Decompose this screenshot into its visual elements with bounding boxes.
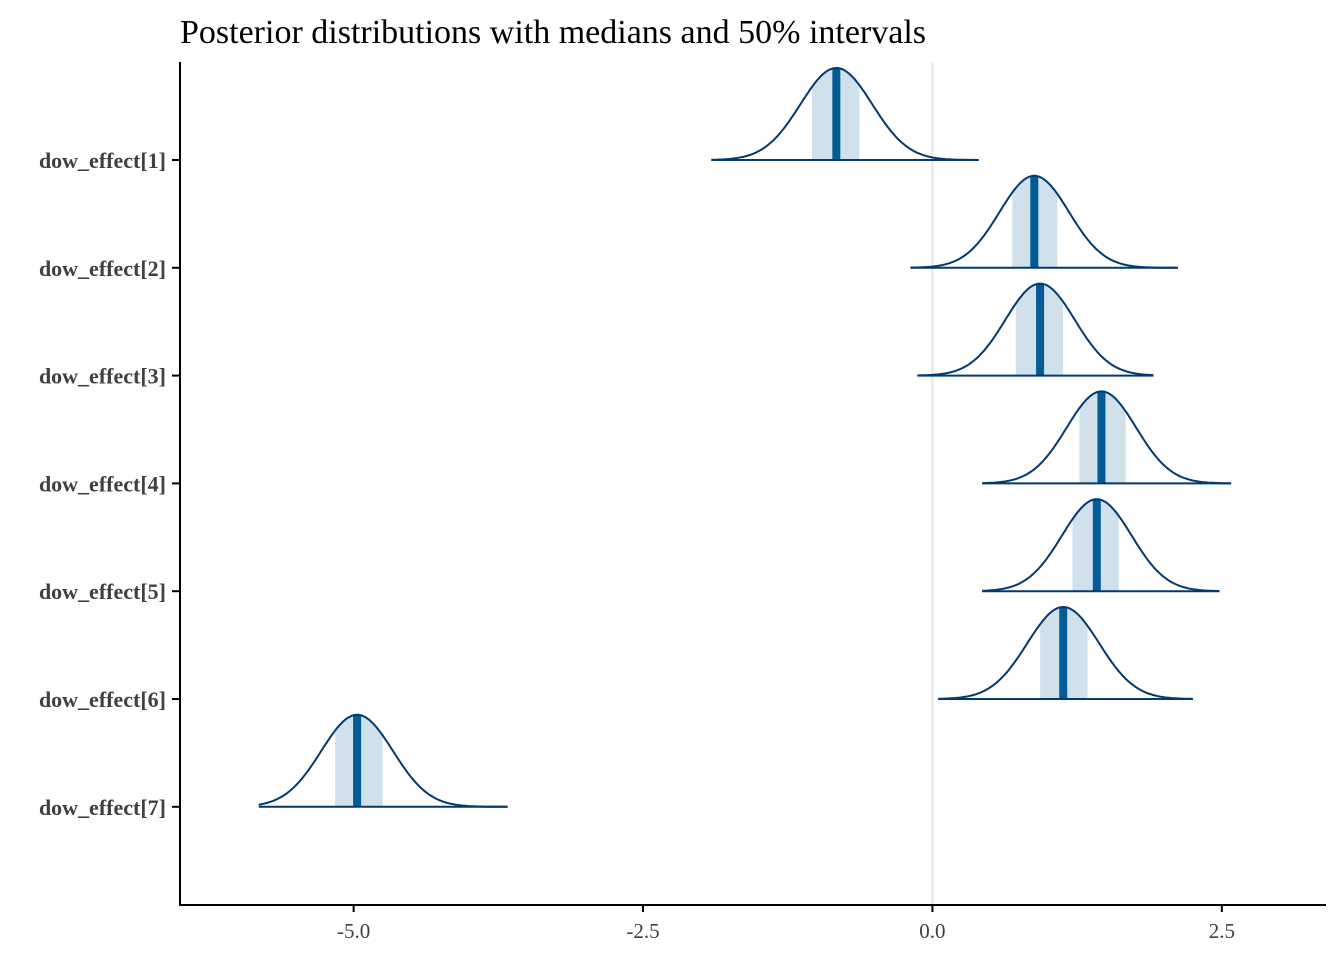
x-tick-label-2: -2.5	[626, 919, 659, 943]
y-tick-label-4: dow_effect[4]	[39, 471, 166, 496]
x-tick-label-3: 0.0	[919, 919, 945, 943]
density-curve-2	[910, 174, 1178, 269]
y-tick-label-2: dow_effect[2]	[39, 256, 166, 281]
plot-area: dow_effect[1] dow_effect[2] dow_effect[3]d…	[39, 62, 1326, 943]
y-tick-label-5: dow_effect[5]	[39, 579, 166, 604]
density-curve-4	[982, 390, 1232, 485]
density-curve-6	[938, 606, 1193, 700]
chart-title: Posterior distributions with medians and…	[180, 14, 926, 51]
density-curve-7	[258, 713, 508, 808]
y-tick-label-6: dow_effect[6]	[39, 687, 166, 712]
y-tick-label-7: dow_effect[7]	[39, 795, 166, 820]
density-curve-3	[917, 282, 1154, 377]
density-curve-5	[982, 498, 1220, 592]
y-tick-label-1: dow_effect[1]	[39, 148, 166, 173]
x-tick-label-1: -5.0	[337, 919, 370, 943]
x-tick-label-4: 2.5	[1209, 919, 1235, 943]
y-tick-label-3: dow_effect[3]	[39, 364, 166, 389]
density-curve-1	[711, 66, 979, 161]
